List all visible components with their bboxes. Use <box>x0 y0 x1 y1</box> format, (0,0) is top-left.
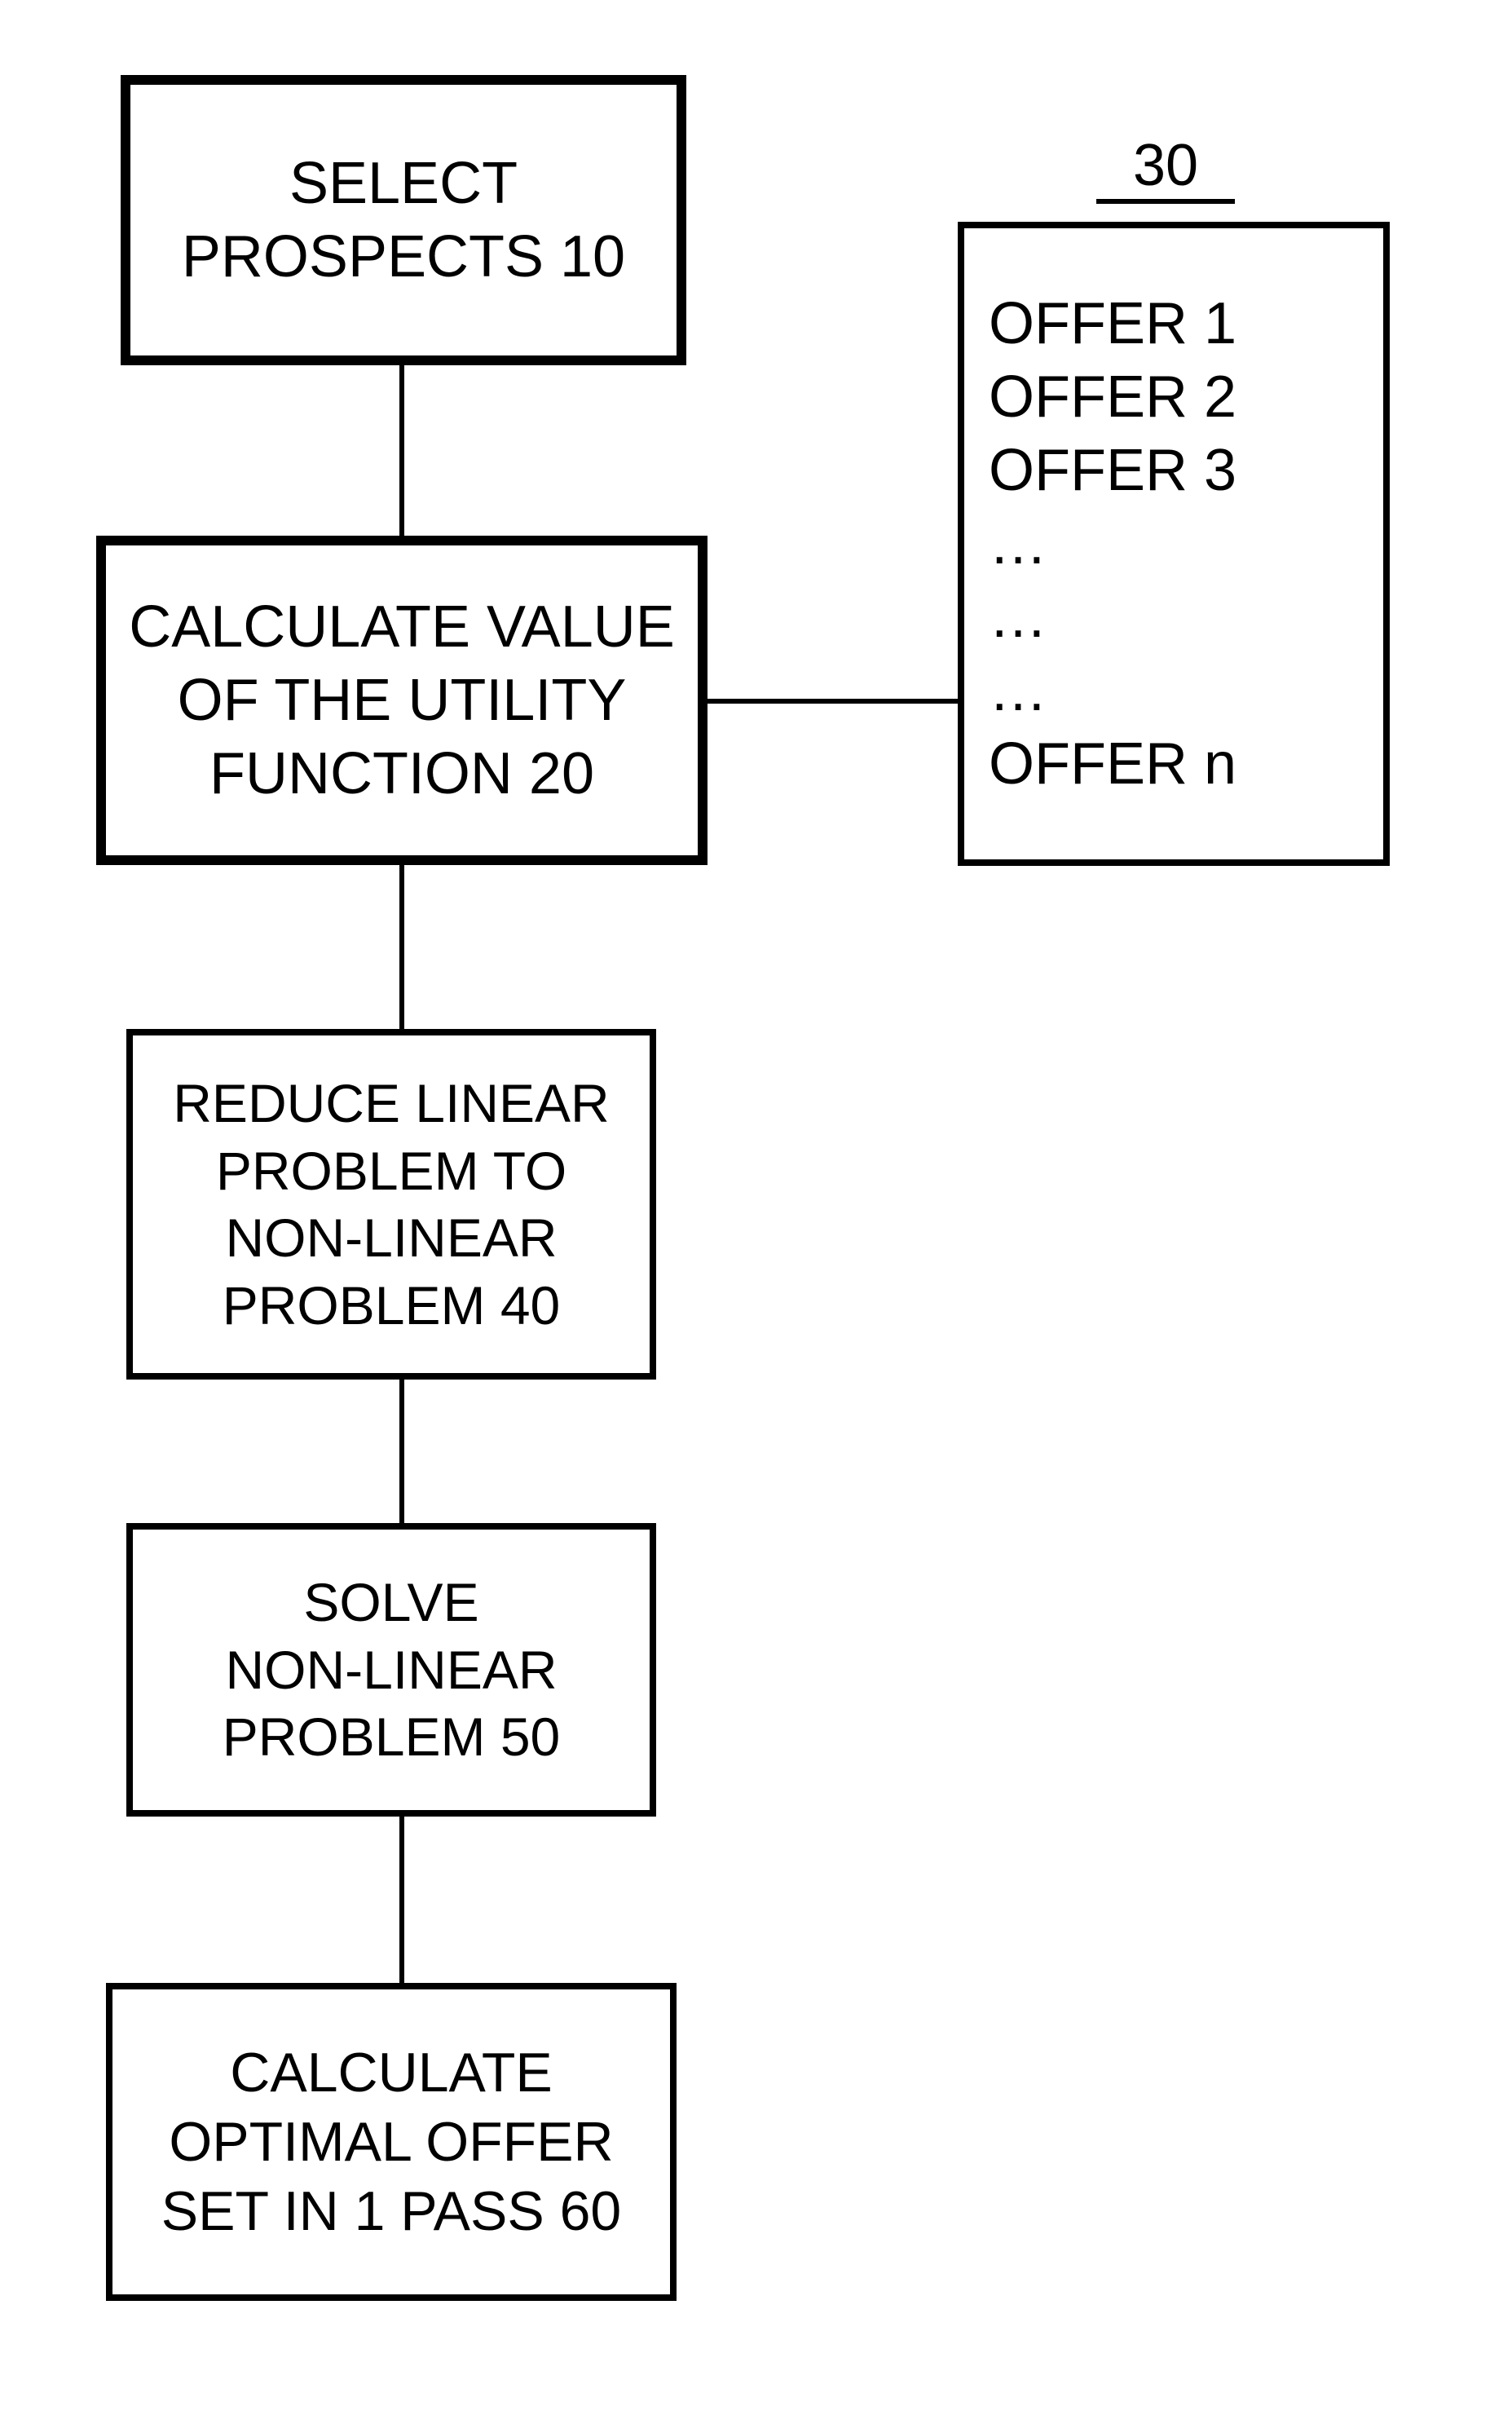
box-select-prospects: SELECT PROSPECTS 10 <box>121 75 686 365</box>
box-reduce-linear: REDUCE LINEAR PROBLEM TO NON-LINEAR PROB… <box>126 1029 656 1380</box>
box-calculate-utility-text: CALCULATE VALUE OF THE UTILITY FUNCTION … <box>106 582 698 819</box>
connector-20-offers <box>708 699 958 704</box>
connector-40-50 <box>399 1380 404 1523</box>
box-offers: OFFER 1 OFFER 2 OFFER 3 … … … OFFER n <box>958 222 1390 866</box>
box-solve-nonlinear: SOLVE NON-LINEAR PROBLEM 50 <box>126 1523 656 1817</box>
label-30-underline <box>1096 199 1235 204</box>
connector-50-60 <box>399 1817 404 1983</box>
box-solve-nonlinear-text: SOLVE NON-LINEAR PROBLEM 50 <box>133 1561 650 1779</box>
label-30: 30 <box>1084 132 1247 197</box>
box-reduce-linear-text: REDUCE LINEAR PROBLEM TO NON-LINEAR PROB… <box>133 1062 650 1347</box>
box-select-prospects-text: SELECT PROSPECTS 10 <box>130 139 677 302</box>
box-calculate-utility: CALCULATE VALUE OF THE UTILITY FUNCTION … <box>96 536 708 865</box>
connector-10-20 <box>399 365 404 536</box>
connector-20-40 <box>399 865 404 1029</box>
box-offers-text: OFFER 1 OFFER 2 OFFER 3 … … … OFFER n <box>964 279 1383 809</box>
label-30-text: 30 <box>1133 133 1198 198</box>
box-calculate-optimal: CALCULATE OPTIMAL OFFER SET IN 1 PASS 60 <box>106 1983 677 2301</box>
box-calculate-optimal-text: CALCULATE OPTIMAL OFFER SET IN 1 PASS 60 <box>112 2030 670 2254</box>
